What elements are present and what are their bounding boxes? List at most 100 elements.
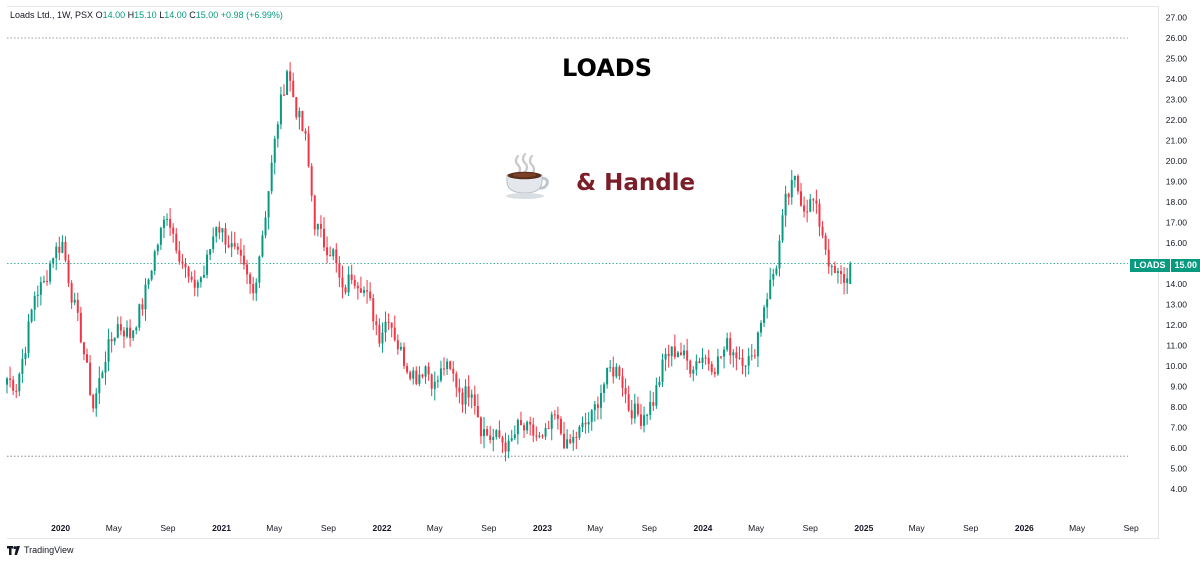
candle-body	[501, 437, 504, 443]
candle-body	[261, 235, 264, 257]
candle-body	[82, 342, 85, 355]
candle-body	[178, 250, 181, 262]
candle-body	[643, 415, 646, 426]
chart-title-annotation: LOADS	[562, 54, 652, 82]
candle-body	[615, 366, 618, 377]
candle-body	[436, 380, 439, 382]
candle-body	[30, 309, 33, 322]
candle-body	[603, 384, 606, 394]
candle-body	[396, 340, 399, 350]
candle-body	[193, 279, 196, 288]
candle-body	[716, 356, 719, 375]
candle-body	[279, 94, 282, 125]
legend-open-value: 14.00	[102, 10, 126, 20]
price-tick-label: 23.00	[1166, 95, 1188, 105]
price-tick-label: 16.00	[1166, 238, 1188, 248]
candle-body	[406, 365, 409, 373]
candle-body	[569, 439, 572, 443]
candle-body	[292, 80, 295, 98]
candle-body	[578, 426, 581, 438]
candle-body	[246, 264, 249, 275]
time-tick-label: May	[748, 523, 765, 533]
candle-body	[849, 263, 852, 284]
time-tick-label: Sep	[321, 523, 336, 533]
candle-body	[344, 287, 347, 293]
price-tick-label: 11.00	[1166, 341, 1187, 351]
candle-body	[710, 364, 713, 373]
candle-body	[439, 368, 442, 381]
price-tick-label: 7.00	[1170, 423, 1187, 433]
candle-body	[76, 299, 79, 313]
price-tick-label: 26.00	[1166, 33, 1188, 43]
candle-body	[698, 361, 701, 363]
tradingview-brand[interactable]: TradingView	[7, 545, 74, 555]
candle-body	[793, 175, 796, 181]
candle-body	[12, 379, 15, 391]
candle-body	[147, 279, 150, 285]
candle-body	[215, 226, 218, 237]
candle-body	[673, 346, 676, 358]
candle-body	[390, 322, 393, 328]
candle-body	[467, 386, 470, 398]
candle-body	[289, 71, 292, 81]
candle-body	[741, 357, 744, 366]
candle-body	[298, 110, 301, 118]
candle-body	[732, 352, 735, 356]
time-tick-label: Sep	[642, 523, 657, 533]
candle-body	[624, 387, 627, 395]
candle-body	[255, 282, 258, 294]
price-tick-label: 6.00	[1170, 443, 1187, 453]
candle-body	[135, 327, 138, 331]
time-tick-label: May	[1069, 523, 1086, 533]
candle-body	[58, 246, 61, 253]
candle-body	[49, 263, 52, 282]
candle-body	[61, 241, 64, 253]
candle-body	[581, 422, 584, 427]
candle-body	[319, 223, 322, 229]
candle-body	[769, 279, 772, 300]
candle-body	[824, 235, 827, 250]
candle-body	[98, 378, 101, 394]
candle-body	[652, 402, 655, 406]
candle-body	[633, 403, 636, 419]
candle-body	[366, 290, 369, 292]
price-tick-label: 8.00	[1170, 402, 1187, 412]
candle-body	[338, 263, 341, 278]
candle-body	[95, 393, 98, 409]
candle-body	[384, 321, 387, 333]
candle-body	[846, 278, 849, 284]
candle-body	[316, 223, 319, 230]
candle-body	[821, 226, 824, 236]
candle-body	[599, 393, 602, 408]
candle-body	[516, 420, 519, 435]
price-tick-label: 19.00	[1166, 177, 1188, 187]
candle-body	[492, 437, 495, 441]
candle-body	[156, 244, 159, 252]
candle-body	[159, 227, 162, 245]
candle-body	[301, 110, 304, 132]
legend-low-value: 14.00	[164, 10, 187, 20]
candle-body	[541, 435, 544, 437]
candle-body	[686, 350, 689, 361]
candle-body	[483, 429, 486, 437]
candle-body	[719, 356, 722, 358]
candle-body	[790, 180, 793, 198]
candle-body	[353, 279, 356, 286]
candle-body	[236, 246, 239, 250]
candle-body	[572, 436, 575, 443]
candle-body	[249, 274, 252, 284]
candle-body	[523, 425, 526, 431]
candle-body	[209, 249, 212, 255]
candle-body	[362, 290, 365, 293]
candle-body	[150, 270, 153, 280]
candle-body	[206, 254, 209, 275]
candle-body	[86, 354, 89, 363]
price-tick-label: 22.00	[1166, 115, 1188, 125]
time-axis: 2020 May Sep 2021 May Sep 2022 May Sep 2023 May Sep…	[51, 523, 1139, 533]
candle-body	[122, 330, 125, 337]
candle-body	[332, 249, 335, 257]
candle-body	[747, 356, 750, 366]
candle-body	[470, 394, 473, 398]
candle-body	[199, 277, 202, 283]
